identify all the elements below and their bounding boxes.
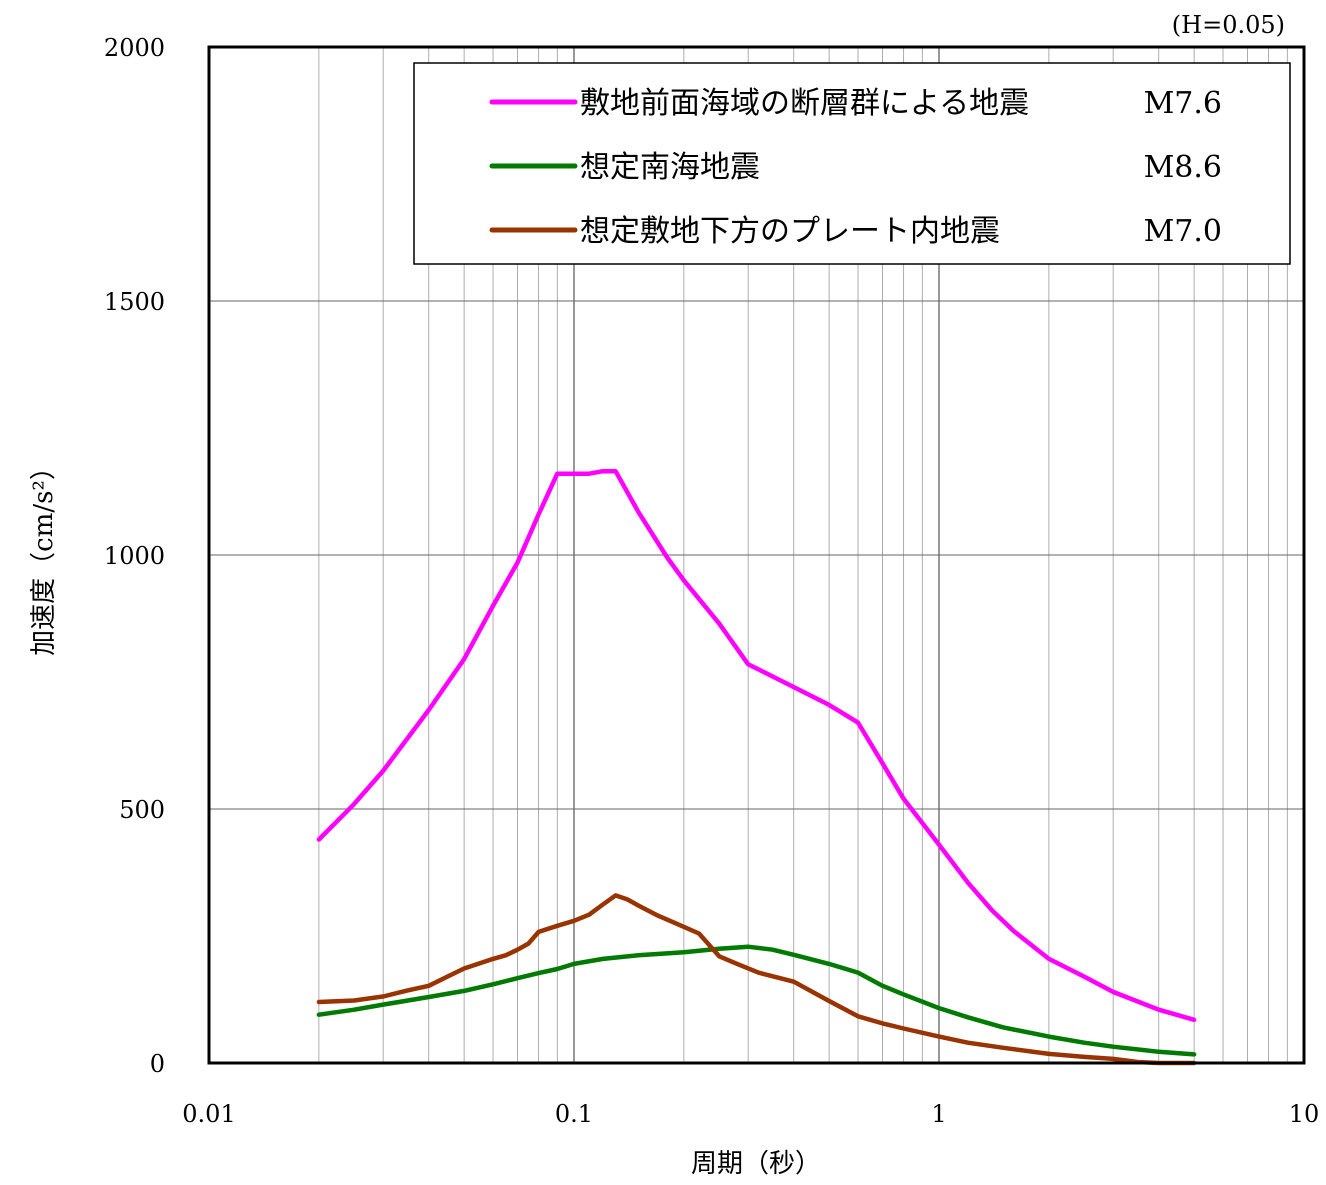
legend-label: 想定南海地震: [580, 150, 760, 185]
x-tick-label: 10: [1289, 1100, 1320, 1128]
x-tick-label: 1: [931, 1100, 946, 1128]
legend-magnitude: M7.0: [1144, 214, 1222, 249]
damping-note: (H=0.05): [1172, 11, 1285, 39]
x-axis-title: 周期（秒）: [691, 1149, 821, 1179]
legend-label: 敷地前面海域の断層群による地震: [580, 86, 1029, 121]
tick-labels: 0.01 0.1 1 10 0 500 1000 1500 2000: [104, 34, 1319, 1128]
y-tick-label: 1500: [104, 288, 165, 316]
y-tick-label: 0: [150, 1050, 165, 1078]
plot-frame: [207, 45, 1306, 1065]
legend-label: 想定敷地下方のプレート内地震: [580, 214, 1000, 249]
series-line-1: [316, 468, 1197, 1023]
y-tick-label: 500: [119, 796, 165, 824]
legend: 敷地前面海域の断層群による地震 M7.6 想定南海地震 M8.6 想定敷地下方のプレート…: [413, 62, 1291, 265]
legend-magnitude: M8.6: [1144, 150, 1222, 185]
x-tick-label: 0.01: [182, 1100, 235, 1128]
series-line-3: [316, 893, 1197, 1066]
series-line-2: [316, 944, 1197, 1057]
y-tick-label: 1000: [104, 542, 165, 570]
x-tick-label: 0.1: [555, 1100, 593, 1128]
series-lines: [316, 468, 1197, 1066]
y-axis-title: 加速度（cm/s²）: [29, 454, 59, 656]
y-tick-label: 2000: [104, 34, 165, 62]
legend-magnitude: M7.6: [1144, 86, 1222, 121]
